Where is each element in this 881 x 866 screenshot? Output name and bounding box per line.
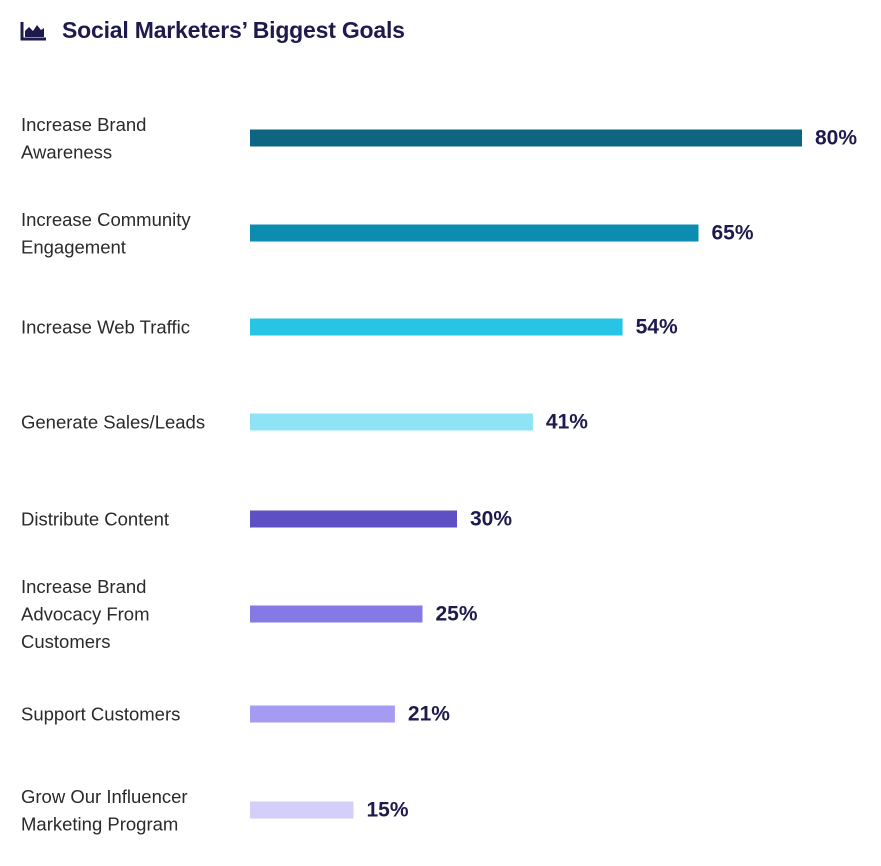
value-label-5: 30%	[470, 508, 512, 531]
bar-5	[250, 510, 457, 528]
area-chart-icon	[20, 19, 48, 41]
value-label-6: 25%	[436, 603, 478, 626]
chart-header: Social Marketers’ Biggest Goals	[20, 14, 405, 46]
category-label-3: Increase Web Traffic	[21, 317, 190, 338]
chart-title: Social Marketers’ Biggest Goals	[62, 16, 405, 43]
category-label-2: Increase Community Engagement	[21, 209, 191, 258]
bar-8	[250, 801, 354, 819]
category-label-6: Increase Brand Advocacy From Customers	[21, 576, 150, 652]
bar-4	[250, 413, 533, 431]
bar-3	[250, 318, 623, 336]
category-label-8: Grow Our Influencer Marketing Program	[21, 786, 188, 835]
category-label-1: Increase Brand Awareness	[21, 114, 146, 163]
category-label-5: Distribute Content	[21, 509, 169, 530]
value-label-3: 54%	[636, 316, 678, 339]
value-label-8: 15%	[367, 799, 409, 822]
category-label-7: Support Customers	[21, 704, 180, 725]
category-label-4: Generate Sales/Leads	[21, 412, 205, 433]
value-label-7: 21%	[408, 703, 450, 726]
bar-6	[250, 605, 423, 623]
value-label-4: 41%	[546, 411, 588, 434]
value-label-1: 80%	[815, 127, 857, 150]
bar-1	[250, 129, 802, 147]
value-label-2: 65%	[712, 222, 754, 245]
bar-2	[250, 224, 699, 242]
bar-7	[250, 705, 395, 723]
